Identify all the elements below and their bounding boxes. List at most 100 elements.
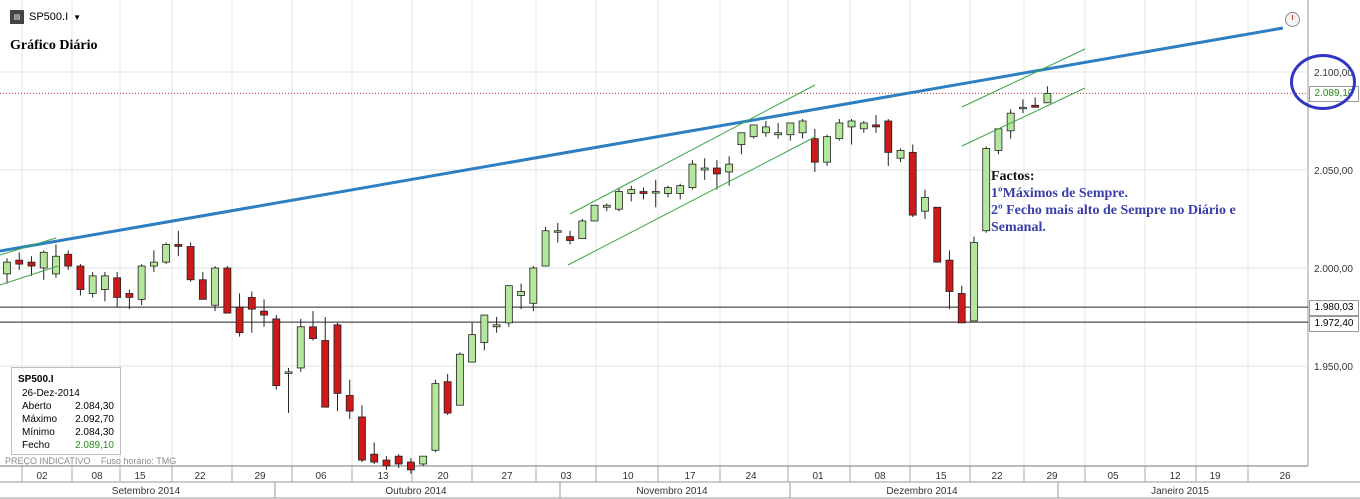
- candle-up: [701, 168, 708, 170]
- candle-up: [579, 221, 586, 239]
- candle-up: [518, 292, 525, 296]
- info-date: 26-Dez-2014: [22, 388, 80, 399]
- candle-up: [787, 123, 794, 135]
- caret-down-icon[interactable]: ▼: [73, 13, 81, 22]
- candle-up: [836, 123, 843, 139]
- candle-up: [983, 148, 990, 230]
- candle-up: [212, 268, 219, 305]
- x-day-tick-label: 26: [1279, 471, 1291, 482]
- candle-down: [126, 293, 133, 297]
- candle-up: [1044, 93, 1051, 102]
- candle-up: [970, 243, 977, 321]
- x-day-tick-label: 05: [1107, 471, 1119, 482]
- candle-up: [664, 188, 671, 194]
- x-day-tick-label: 02: [36, 471, 48, 482]
- candle-down: [175, 244, 182, 246]
- candle-down: [65, 254, 72, 266]
- candle-down: [16, 260, 23, 264]
- candle-up: [530, 268, 537, 303]
- candle-up: [89, 276, 96, 294]
- hline-label-1: 1.980,03: [1309, 300, 1359, 316]
- candle-down: [261, 311, 268, 315]
- info-value: 2.084,30: [75, 427, 114, 438]
- candle-down: [77, 266, 84, 290]
- indicative-price-label: PREÇO INDICATIVO: [5, 456, 90, 466]
- x-month-label: Outubro 2014: [385, 486, 447, 497]
- candle-down: [248, 297, 255, 309]
- candle-down: [187, 246, 194, 279]
- x-month-label: Setembro 2014: [112, 486, 181, 497]
- info-label: Máximo: [22, 414, 57, 425]
- candle-up: [995, 129, 1002, 151]
- candle-down: [1032, 105, 1039, 107]
- highlight-circle: [1290, 54, 1356, 110]
- candle-up: [432, 384, 439, 451]
- candle-up: [738, 133, 745, 145]
- candle-up: [456, 354, 463, 405]
- annotation-line: Semanal.: [991, 219, 1291, 236]
- candle-down: [273, 319, 280, 386]
- candle-down: [395, 456, 402, 464]
- info-row-close: Fecho 2.089,10: [22, 440, 114, 452]
- candle-down: [114, 278, 121, 298]
- candle-up: [848, 121, 855, 127]
- x-day-tick-label: 01: [812, 471, 824, 482]
- x-day-tick-label: 03: [560, 471, 572, 482]
- candle-up: [762, 127, 769, 133]
- info-row-open: Aberto 2.084,30: [22, 401, 114, 413]
- candle-up: [481, 315, 488, 342]
- info-label: Mínimo: [22, 427, 55, 438]
- x-day-tick-label: 06: [315, 471, 327, 482]
- info-label: Aberto: [22, 401, 51, 412]
- candle-up: [591, 205, 598, 221]
- candle-up: [1019, 107, 1026, 109]
- candle-up: [138, 266, 145, 299]
- chart-title: Gráfico Diário: [10, 38, 97, 54]
- info-symbol: SP500.I: [18, 374, 54, 385]
- candle-down: [958, 293, 965, 322]
- symbol-selector[interactable]: ▤ SP500.I ▼: [10, 9, 81, 25]
- candle-up: [616, 192, 623, 210]
- candle-up: [4, 262, 11, 274]
- candle-up: [824, 137, 831, 162]
- candle-up: [505, 286, 512, 323]
- x-month-label: Dezembro 2014: [886, 486, 958, 497]
- candle-up: [542, 231, 549, 266]
- info-value: 2.092,70: [75, 414, 114, 425]
- annotation-line: 2º Fecho mais alto de Sempre no Diário e: [991, 202, 1291, 219]
- candle-up: [163, 244, 170, 262]
- candle-up: [469, 335, 476, 362]
- candle-up: [922, 197, 929, 211]
- candle-down: [444, 382, 451, 413]
- y-tick-label: 2.000,00: [1314, 264, 1353, 275]
- candle-up: [297, 327, 304, 368]
- candle-down: [383, 460, 390, 466]
- candle-up: [677, 186, 684, 194]
- x-day-tick-label: 29: [1046, 471, 1058, 482]
- x-month-label: Janeiro 2015: [1151, 486, 1209, 497]
- footer-note: PREÇO INDICATIVO Fuso horário: TMG: [5, 456, 176, 466]
- candle-up: [750, 125, 757, 137]
- candle-down: [346, 395, 353, 411]
- candle-down: [811, 139, 818, 163]
- candle-down: [934, 207, 941, 262]
- x-day-tick-label: 22: [991, 471, 1003, 482]
- candle-up: [775, 133, 782, 135]
- x-day-tick-label: 27: [501, 471, 513, 482]
- clock-icon[interactable]: [1285, 12, 1300, 27]
- annotation-heading: Factos:: [991, 168, 1291, 185]
- x-day-tick-label: 29: [254, 471, 266, 482]
- candle-down: [946, 260, 953, 291]
- candle-down: [310, 327, 317, 339]
- candle-down: [322, 341, 329, 408]
- x-day-tick-label: 08: [91, 471, 103, 482]
- candle-down: [358, 417, 365, 460]
- candle-up: [52, 256, 59, 274]
- candle-down: [236, 307, 243, 332]
- candle-up: [150, 262, 157, 266]
- candle-up: [628, 190, 635, 194]
- candle-up: [860, 123, 867, 129]
